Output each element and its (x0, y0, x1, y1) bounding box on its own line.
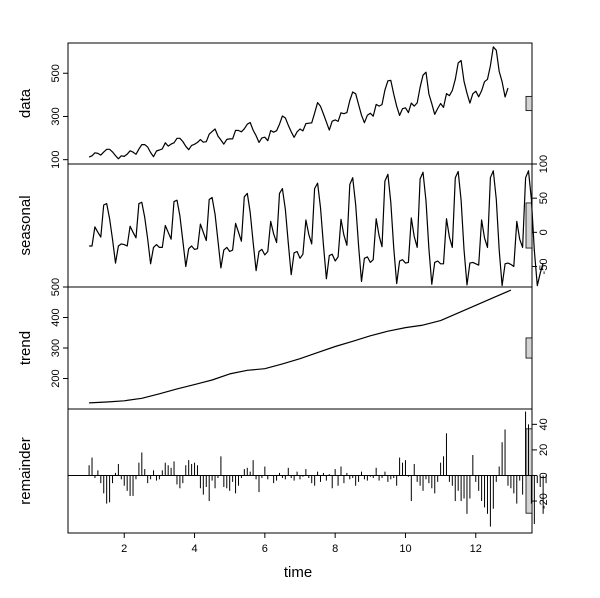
y-axis-label: seasonal (17, 195, 34, 255)
y-tick-label: 500 (50, 64, 62, 82)
panel-frame (67, 42, 533, 165)
y-axis-label: data (17, 88, 34, 118)
panel-frame (67, 408, 533, 534)
y-tick-label: -20 (538, 493, 550, 509)
x-tick-label: 10 (399, 543, 411, 555)
y-axis-label: trend (17, 331, 34, 365)
range-bar (525, 337, 533, 359)
range-bar (525, 202, 533, 249)
y-tick-label: 40 (538, 418, 550, 430)
x-tick-label: 2 (121, 543, 127, 555)
y-tick-label: 100 (50, 150, 62, 168)
x-tick-label: 6 (262, 543, 268, 555)
panel-seasonal: -50 0 50 100 seasonal (17, 155, 550, 288)
y-axis-label: remainder (17, 437, 34, 505)
y-tick-label: 300 (50, 107, 62, 125)
y-tick-label: 200 (50, 369, 62, 387)
y-tick-label: 0 (538, 229, 550, 235)
range-bar (525, 95, 533, 112)
y-tick-label: 50 (538, 192, 550, 204)
y-tick-label: 400 (50, 308, 62, 326)
y-tick-label: 20 (538, 444, 550, 456)
trend-line (89, 289, 512, 404)
y-tick-label: 300 (50, 339, 62, 357)
y-tick-label: 100 (538, 155, 550, 173)
y-tick-label: 0 (538, 472, 550, 478)
y-tick-label: -50 (538, 259, 550, 275)
panel-trend: 200 300 400 500 trend (17, 278, 533, 410)
x-tick-label: 8 (332, 543, 338, 555)
seasonal-line (89, 170, 544, 287)
x-axis-label: time (284, 564, 312, 581)
x-axis: 2 4 6 8 10 12 time (121, 533, 482, 581)
y-tick-label: 500 (50, 278, 62, 296)
panel-data: 100 300 500 data (17, 42, 533, 169)
data-line (88, 46, 509, 160)
x-tick-label: 4 (191, 543, 197, 555)
panel-frame (67, 286, 533, 410)
x-tick-label: 12 (470, 543, 482, 555)
panel-remainder: -20 0 20 40 remainder (17, 408, 550, 534)
